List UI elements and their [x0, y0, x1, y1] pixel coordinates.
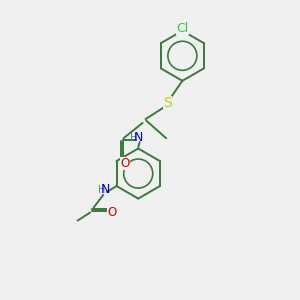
- Text: O: O: [107, 206, 117, 219]
- Text: H: H: [98, 184, 105, 195]
- Text: N: N: [101, 183, 110, 196]
- Text: Cl: Cl: [176, 22, 188, 35]
- Text: O: O: [120, 157, 130, 170]
- Text: N: N: [134, 131, 143, 144]
- Text: S: S: [163, 96, 172, 110]
- Text: H: H: [130, 133, 137, 143]
